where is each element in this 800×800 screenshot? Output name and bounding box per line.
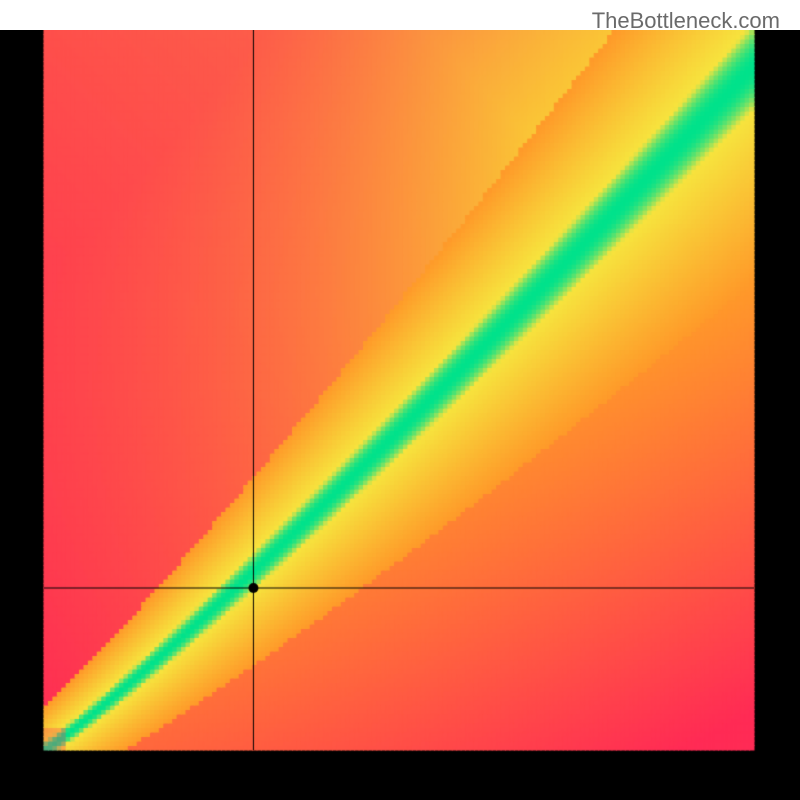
heatmap-canvas: [0, 30, 800, 800]
heatmap-container: [0, 30, 800, 800]
